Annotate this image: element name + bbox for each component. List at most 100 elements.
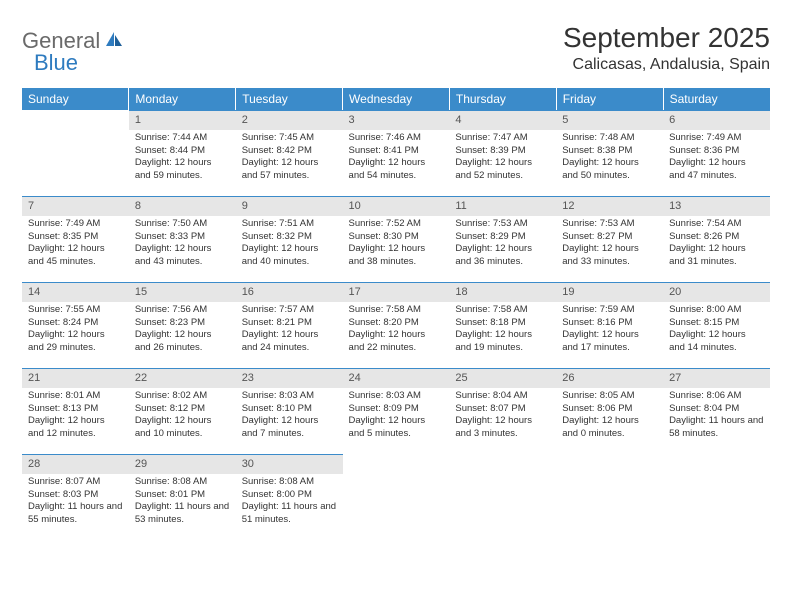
day-content: Sunrise: 7:49 AMSunset: 8:36 PMDaylight:… — [663, 130, 770, 187]
calendar-day: 3Sunrise: 7:46 AMSunset: 8:41 PMDaylight… — [343, 110, 450, 196]
calendar-day: 15Sunrise: 7:56 AMSunset: 8:23 PMDayligh… — [129, 282, 236, 368]
calendar-day: 25Sunrise: 8:04 AMSunset: 8:07 PMDayligh… — [449, 368, 556, 454]
weekday-header: Saturday — [663, 88, 770, 110]
sunrise-line: Sunrise: 7:48 AM — [562, 132, 657, 145]
sunrise-line: Sunrise: 7:55 AM — [28, 304, 123, 317]
sunset-line: Sunset: 8:07 PM — [455, 403, 550, 416]
sunrise-line: Sunrise: 7:47 AM — [455, 132, 550, 145]
daylight-line: Daylight: 11 hours and 51 minutes. — [242, 501, 337, 527]
calendar-row: 7Sunrise: 7:49 AMSunset: 8:35 PMDaylight… — [22, 196, 770, 282]
sunrise-line: Sunrise: 8:06 AM — [669, 390, 764, 403]
daylight-line: Daylight: 11 hours and 53 minutes. — [135, 501, 230, 527]
day-content: Sunrise: 7:54 AMSunset: 8:26 PMDaylight:… — [663, 216, 770, 273]
daylight-line: Daylight: 12 hours and 17 minutes. — [562, 329, 657, 355]
daylight-line: Daylight: 12 hours and 38 minutes. — [349, 243, 444, 269]
sunrise-line: Sunrise: 8:01 AM — [28, 390, 123, 403]
day-content: Sunrise: 7:58 AMSunset: 8:18 PMDaylight:… — [449, 302, 556, 359]
sunrise-line: Sunrise: 8:08 AM — [135, 476, 230, 489]
sunset-line: Sunset: 8:42 PM — [242, 145, 337, 158]
day-number: 17 — [343, 282, 450, 302]
sunrise-line: Sunrise: 8:03 AM — [349, 390, 444, 403]
day-number: 26 — [556, 368, 663, 388]
day-number: 1 — [129, 110, 236, 130]
sunrise-line: Sunrise: 7:59 AM — [562, 304, 657, 317]
daylight-line: Daylight: 12 hours and 31 minutes. — [669, 243, 764, 269]
sunrise-line: Sunrise: 8:00 AM — [669, 304, 764, 317]
calendar-row: 28Sunrise: 8:07 AMSunset: 8:03 PMDayligh… — [22, 454, 770, 540]
sunrise-line: Sunrise: 7:54 AM — [669, 218, 764, 231]
day-content: Sunrise: 8:03 AMSunset: 8:09 PMDaylight:… — [343, 388, 450, 445]
daylight-line: Daylight: 12 hours and 33 minutes. — [562, 243, 657, 269]
calendar-empty — [663, 454, 770, 540]
daylight-line: Daylight: 12 hours and 54 minutes. — [349, 157, 444, 183]
calendar-empty — [22, 110, 129, 196]
daylight-line: Daylight: 12 hours and 29 minutes. — [28, 329, 123, 355]
title-block: September 2025 Calicasas, Andalusia, Spa… — [563, 22, 770, 74]
daylight-line: Daylight: 12 hours and 3 minutes. — [455, 415, 550, 441]
day-content: Sunrise: 7:48 AMSunset: 8:38 PMDaylight:… — [556, 130, 663, 187]
sunset-line: Sunset: 8:29 PM — [455, 231, 550, 244]
day-content: Sunrise: 7:59 AMSunset: 8:16 PMDaylight:… — [556, 302, 663, 359]
sunrise-line: Sunrise: 8:02 AM — [135, 390, 230, 403]
weekday-header: Thursday — [449, 88, 556, 110]
weekday-header: Tuesday — [236, 88, 343, 110]
daylight-line: Daylight: 12 hours and 57 minutes. — [242, 157, 337, 183]
day-content: Sunrise: 8:07 AMSunset: 8:03 PMDaylight:… — [22, 474, 129, 531]
day-content: Sunrise: 7:57 AMSunset: 8:21 PMDaylight:… — [236, 302, 343, 359]
brand-text-2-wrap: Blue — [34, 50, 78, 76]
day-content: Sunrise: 7:52 AMSunset: 8:30 PMDaylight:… — [343, 216, 450, 273]
calendar-row: 14Sunrise: 7:55 AMSunset: 8:24 PMDayligh… — [22, 282, 770, 368]
day-number: 23 — [236, 368, 343, 388]
day-content: Sunrise: 7:46 AMSunset: 8:41 PMDaylight:… — [343, 130, 450, 187]
calendar-day: 12Sunrise: 7:53 AMSunset: 8:27 PMDayligh… — [556, 196, 663, 282]
calendar-empty — [556, 454, 663, 540]
sunset-line: Sunset: 8:30 PM — [349, 231, 444, 244]
weekday-header-row: SundayMondayTuesdayWednesdayThursdayFrid… — [22, 88, 770, 110]
day-number: 2 — [236, 110, 343, 130]
sunrise-line: Sunrise: 8:07 AM — [28, 476, 123, 489]
day-number: 7 — [22, 196, 129, 216]
day-content: Sunrise: 7:47 AMSunset: 8:39 PMDaylight:… — [449, 130, 556, 187]
sail-icon — [104, 30, 124, 53]
day-number: 13 — [663, 196, 770, 216]
calendar-table: SundayMondayTuesdayWednesdayThursdayFrid… — [22, 88, 770, 540]
sunset-line: Sunset: 8:04 PM — [669, 403, 764, 416]
daylight-line: Daylight: 11 hours and 55 minutes. — [28, 501, 123, 527]
sunset-line: Sunset: 8:44 PM — [135, 145, 230, 158]
sunset-line: Sunset: 8:18 PM — [455, 317, 550, 330]
sunrise-line: Sunrise: 8:03 AM — [242, 390, 337, 403]
sunset-line: Sunset: 8:16 PM — [562, 317, 657, 330]
day-number: 16 — [236, 282, 343, 302]
day-content: Sunrise: 8:04 AMSunset: 8:07 PMDaylight:… — [449, 388, 556, 445]
calendar-day: 18Sunrise: 7:58 AMSunset: 8:18 PMDayligh… — [449, 282, 556, 368]
day-content: Sunrise: 8:01 AMSunset: 8:13 PMDaylight:… — [22, 388, 129, 445]
day-number: 15 — [129, 282, 236, 302]
day-number: 8 — [129, 196, 236, 216]
day-number: 25 — [449, 368, 556, 388]
daylight-line: Daylight: 12 hours and 50 minutes. — [562, 157, 657, 183]
day-number: 28 — [22, 454, 129, 474]
day-number: 21 — [22, 368, 129, 388]
daylight-line: Daylight: 12 hours and 52 minutes. — [455, 157, 550, 183]
sunset-line: Sunset: 8:09 PM — [349, 403, 444, 416]
day-content: Sunrise: 8:05 AMSunset: 8:06 PMDaylight:… — [556, 388, 663, 445]
sunset-line: Sunset: 8:10 PM — [242, 403, 337, 416]
sunset-line: Sunset: 8:00 PM — [242, 489, 337, 502]
sunrise-line: Sunrise: 7:49 AM — [669, 132, 764, 145]
calendar-body: 1Sunrise: 7:44 AMSunset: 8:44 PMDaylight… — [22, 110, 770, 540]
day-number: 11 — [449, 196, 556, 216]
calendar-day: 5Sunrise: 7:48 AMSunset: 8:38 PMDaylight… — [556, 110, 663, 196]
daylight-line: Daylight: 12 hours and 19 minutes. — [455, 329, 550, 355]
calendar-day: 9Sunrise: 7:51 AMSunset: 8:32 PMDaylight… — [236, 196, 343, 282]
day-content: Sunrise: 7:55 AMSunset: 8:24 PMDaylight:… — [22, 302, 129, 359]
day-content: Sunrise: 8:08 AMSunset: 8:01 PMDaylight:… — [129, 474, 236, 531]
sunrise-line: Sunrise: 8:05 AM — [562, 390, 657, 403]
calendar-day: 8Sunrise: 7:50 AMSunset: 8:33 PMDaylight… — [129, 196, 236, 282]
calendar-day: 26Sunrise: 8:05 AMSunset: 8:06 PMDayligh… — [556, 368, 663, 454]
daylight-line: Daylight: 12 hours and 0 minutes. — [562, 415, 657, 441]
weekday-header: Friday — [556, 88, 663, 110]
day-number: 30 — [236, 454, 343, 474]
day-content: Sunrise: 7:53 AMSunset: 8:27 PMDaylight:… — [556, 216, 663, 273]
day-number: 6 — [663, 110, 770, 130]
sunrise-line: Sunrise: 7:46 AM — [349, 132, 444, 145]
